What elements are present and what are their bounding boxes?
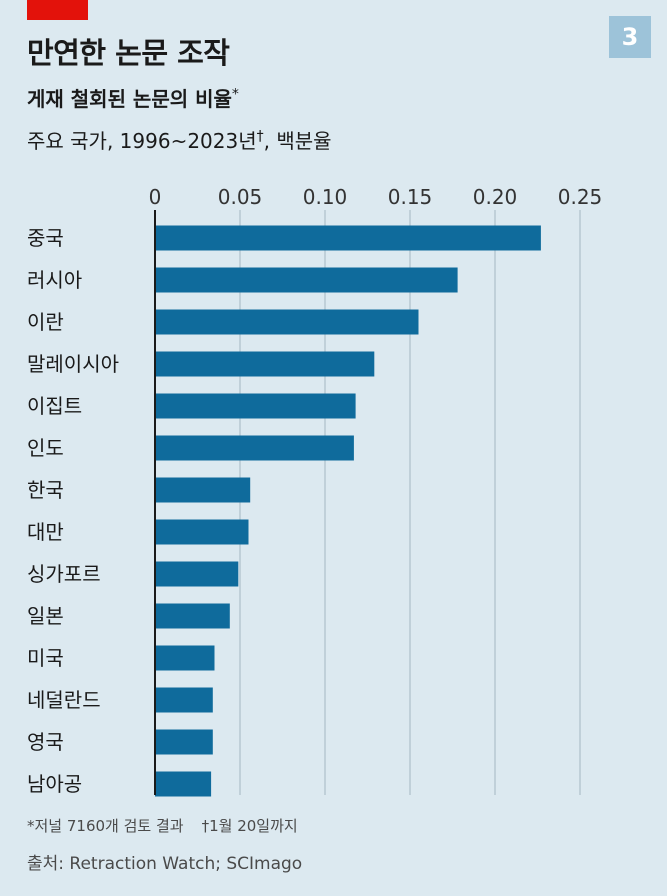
x-tick-label: 0.05 (218, 185, 263, 209)
bar (155, 477, 251, 503)
category-label: 이집트 (27, 394, 82, 418)
x-tick-label: 0.20 (473, 185, 518, 209)
bar-chart: 0 0.05 0.10 0.15 0.20 0.25 중국러시아이란말레이시아이집트인도한국… (27, 185, 603, 797)
bar (155, 351, 375, 377)
category-label: 남아공 (27, 772, 82, 796)
chart-description: 주요 국가, 1996~2023년†, 백분율 (27, 125, 332, 154)
category-label: 싱가포르 (27, 562, 101, 586)
subtitle-footnote-mark: * (231, 86, 239, 103)
subtitle-text: 게재 철회된 논문의 비율 (27, 87, 232, 111)
category-label: 대만 (27, 520, 64, 544)
chart-subtitle: 게재 철회된 논문의 비율* (27, 83, 239, 112)
description-suffix: , 백분율 (263, 129, 332, 153)
bar (155, 687, 213, 713)
x-tick-label: 0.10 (303, 185, 348, 209)
bar (155, 309, 419, 335)
category-label: 인도 (27, 436, 64, 460)
x-tick-label: 0 (149, 185, 162, 209)
footnotes: *저널 7160개 검토 결과 †1월 20일까지 (27, 815, 298, 836)
category-label: 네덜란드 (27, 688, 101, 712)
bar (155, 645, 215, 671)
bar (155, 729, 213, 755)
description-footnote-mark: † (256, 128, 264, 145)
x-tick-label: 0.15 (388, 185, 433, 209)
category-label: 미국 (27, 646, 64, 670)
bar (155, 771, 212, 797)
brand-accent-bar (27, 0, 88, 20)
bar (155, 267, 458, 293)
chart-number-badge: 3 (609, 16, 651, 58)
category-label: 한국 (27, 478, 64, 502)
bar (155, 561, 239, 587)
footnote-reviewed-journals: *저널 7160개 검토 결과 (27, 817, 184, 835)
bar (155, 225, 541, 251)
category-label: 말레이시아 (27, 352, 119, 376)
category-label: 일본 (27, 604, 64, 628)
source-note: 출처: Retraction Watch; SCImago (27, 854, 303, 874)
bar (155, 603, 230, 629)
bar (155, 519, 249, 545)
bar (155, 393, 356, 419)
category-label: 중국 (27, 226, 64, 250)
category-label: 영국 (27, 730, 64, 754)
category-label: 이란 (27, 310, 64, 334)
footnote-date-range: †1월 20일까지 (201, 817, 298, 835)
description-prefix: 주요 국가, 1996~2023년 (27, 129, 257, 153)
bar (155, 435, 354, 461)
x-tick-label: 0.25 (558, 185, 603, 209)
chart-title: 만연한 논문 조작 (27, 36, 230, 70)
category-label: 러시아 (27, 268, 82, 292)
